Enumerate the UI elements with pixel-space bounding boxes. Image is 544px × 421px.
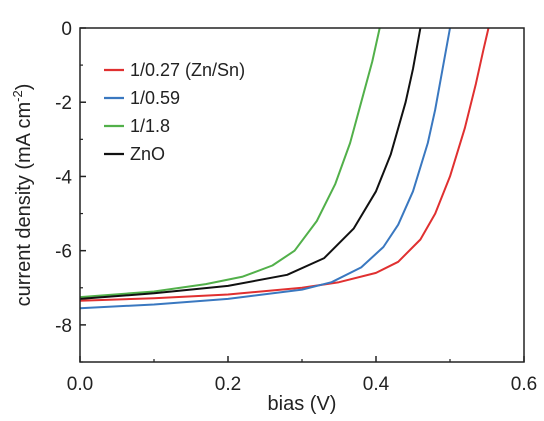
x-tick-label: 0.4 [363,374,390,395]
x-tick-label: 0.2 [215,374,241,395]
x-axis-title: bias (V) [268,393,337,415]
legend-label-2: 1/1.8 [130,116,170,136]
y-tick-label: -4 [55,167,72,188]
x-tick-label: 0.0 [67,374,93,395]
y-axis-title: current density (mA cm-2) [10,84,35,307]
y-tick-label: -6 [55,242,72,263]
y-axis-title-sup: -2 [10,90,25,102]
y-tick-label: 0 [61,19,72,40]
y-axis: 0 -2 -4 -6 -8 [55,19,86,363]
series-line-2 [79,27,381,299]
y-axis-title-close: ) [13,84,35,91]
series-line-0 [79,27,490,302]
series-line-3 [79,27,422,300]
series-line-1 [79,27,451,310]
y-tick-label: -8 [55,316,72,337]
legend-label-0: 1/0.27 (Zn/Sn) [130,60,245,80]
legend: 1/0.27 (Zn/Sn) 1/0.59 1/1.8 ZnO [104,60,245,164]
y-tick-label: -2 [55,93,72,114]
legend-label-1: 1/0.59 [130,88,180,108]
series-layer [79,27,490,310]
legend-label-3: ZnO [130,144,165,164]
x-axis: 0.0 0.2 0.4 0.6 [67,356,537,395]
y-axis-title-main: current density (mA cm [13,102,35,307]
x-tick-label: 0.6 [511,374,537,395]
